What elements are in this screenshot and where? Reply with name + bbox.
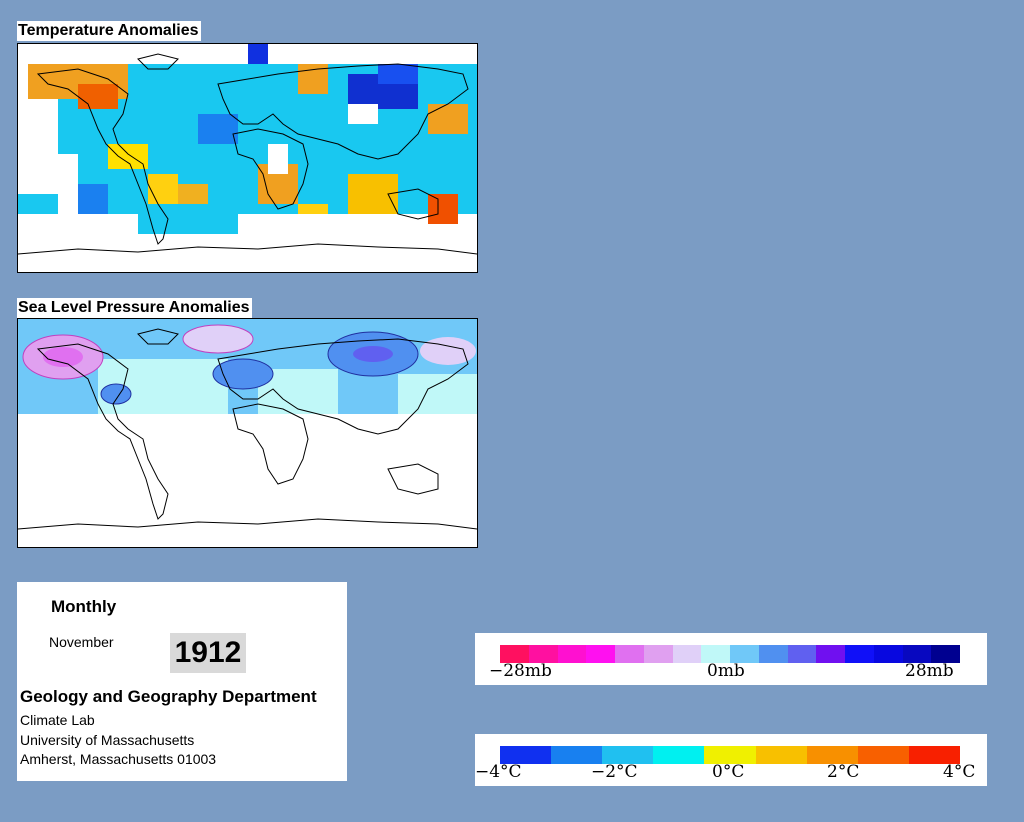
- info-panel: Monthly November 1912 Geology and Geogra…: [17, 582, 347, 781]
- temperature-swatch: [857, 746, 909, 764]
- pressure-legend: −28mb 0mb 28mb: [475, 633, 987, 685]
- coastline: [18, 53, 477, 255]
- pressure-swatch: [500, 645, 529, 663]
- pressure-max-label: 28mb: [905, 661, 954, 681]
- department-label: Geology and Geography Department: [20, 687, 317, 706]
- temperature-label-neg2: −2°C: [591, 762, 638, 782]
- temperature-label-4: 4°C: [943, 762, 976, 782]
- temperature-label-neg4: −4°C: [475, 762, 522, 782]
- pressure-swatch: [615, 645, 644, 663]
- pressure-swatch: [672, 645, 702, 663]
- pressure-swatch: [758, 645, 788, 663]
- pressure-color-bar: [500, 645, 960, 663]
- temperature-swatch: [806, 746, 858, 764]
- pressure-swatch: [845, 645, 874, 663]
- temperature-legend: −4°C −2°C 0°C 2°C 4°C: [475, 734, 987, 786]
- temperature-swatch: [704, 746, 756, 764]
- month-label: November: [49, 634, 114, 650]
- year-display: 1912: [170, 633, 246, 673]
- lab-label: Climate Lab: [20, 712, 95, 728]
- temperature-swatch: [602, 746, 654, 764]
- pressure-map-canvas: [18, 319, 477, 547]
- temperature-map-title: Temperature Anomalies: [17, 21, 201, 41]
- pressure-swatch: [528, 645, 558, 663]
- pressure-anomaly-map: [17, 318, 478, 548]
- pressure-swatch: [902, 645, 932, 663]
- pressure-swatch: [586, 645, 615, 663]
- pressure-swatch: [643, 645, 673, 663]
- university-label: University of Massachusetts: [20, 732, 195, 748]
- pressure-swatch: [701, 645, 730, 663]
- pressure-zero-label: 0mb: [707, 661, 745, 681]
- temperature-color-bar: [500, 746, 960, 764]
- temperature-label-0: 0°C: [712, 762, 745, 782]
- temperature-swatch: [551, 746, 603, 764]
- pressure-swatch: [931, 645, 960, 663]
- address-label: Amherst, Massachusetts 01003: [20, 751, 217, 767]
- temperature-label-2: 2°C: [827, 762, 860, 782]
- temperature-swatch: [653, 746, 705, 764]
- pressure-min-label: −28mb: [489, 661, 552, 681]
- pressure-swatch: [787, 645, 817, 663]
- frequency-label: Monthly: [51, 597, 117, 616]
- temperature-swatch: [755, 746, 807, 764]
- pressure-map-title: Sea Level Pressure Anomalies: [17, 298, 252, 318]
- temperature-map-canvas: [18, 44, 477, 272]
- pressure-swatch: [730, 645, 759, 663]
- temperature-swatch: [500, 746, 552, 764]
- temperature-anomaly-map: [17, 43, 478, 273]
- pressure-swatch: [816, 645, 845, 663]
- temperature-swatch: [908, 746, 960, 764]
- pressure-swatch: [557, 645, 587, 663]
- pressure-swatch: [873, 645, 903, 663]
- coastline: [18, 328, 477, 530]
